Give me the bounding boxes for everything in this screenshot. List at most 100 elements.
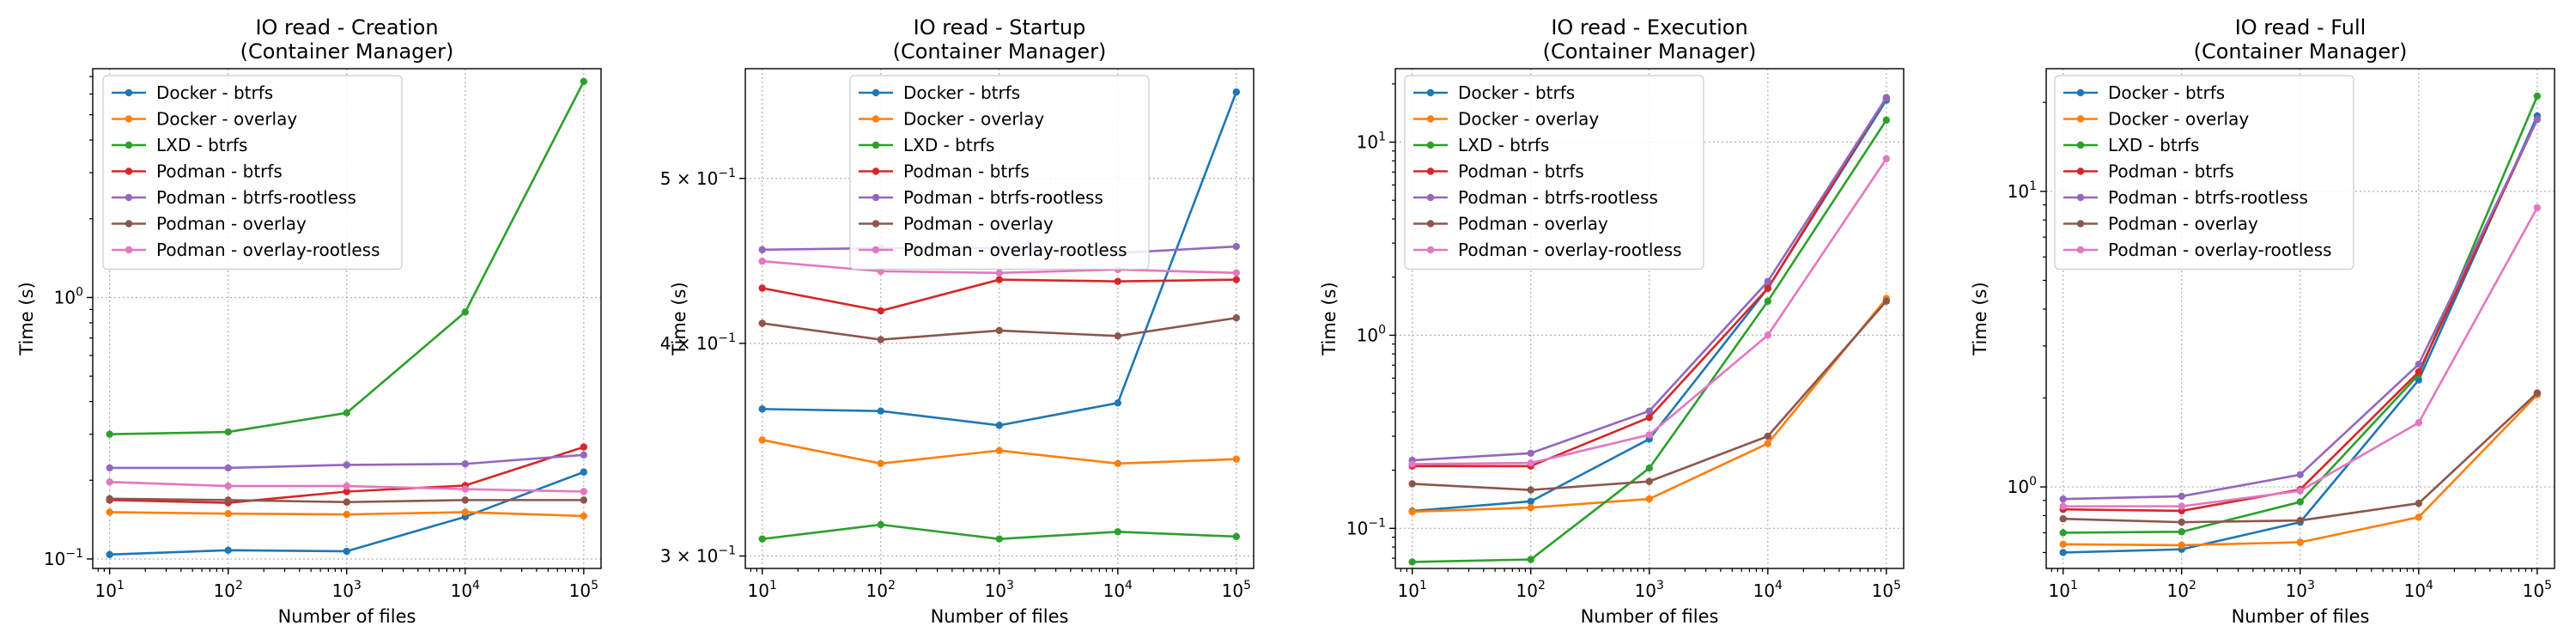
series-5 — [1408, 94, 1891, 465]
series-1 — [758, 88, 1241, 429]
y-tick-label-base: 10 — [1357, 132, 1378, 153]
y-tick-label-exponent: 0 — [1378, 323, 1386, 337]
x-tick-label: 101 — [1398, 579, 1427, 601]
legend-entry: Podman - overlay — [1458, 214, 1608, 234]
data-point — [995, 326, 1003, 335]
x-tick-label-base: 10 — [451, 580, 472, 601]
legend-box — [102, 75, 403, 270]
legend-swatch-marker — [2076, 88, 2085, 97]
series-3 — [1408, 116, 1891, 566]
data-point — [1764, 331, 1771, 339]
legend-swatch-marker — [1426, 220, 1435, 228]
chart-title: IO read - Startup — [914, 15, 1086, 39]
series-3 — [758, 520, 1241, 543]
x-tick-label: 105 — [1872, 579, 1901, 601]
legend-entry: LXD - btrfs — [903, 135, 994, 155]
legend-swatch-marker — [125, 167, 133, 175]
x-tick-label-base: 10 — [2049, 580, 2070, 601]
data-point — [2178, 541, 2185, 550]
data-point — [106, 464, 113, 472]
y-tick-label-base: 5 × 10 — [660, 168, 719, 189]
legend-swatch-marker — [1426, 115, 1435, 123]
x-axis-label: Number of files — [278, 606, 416, 627]
x-tick-label-base: 10 — [1635, 580, 1656, 601]
x-tick-label-base: 10 — [2404, 580, 2426, 601]
plot-frame — [2045, 68, 2555, 569]
legend-entry: Docker - btrfs — [903, 82, 1020, 103]
legend-swatch-marker — [872, 220, 880, 228]
series-6 — [1408, 297, 1891, 494]
x-tick-label-base: 10 — [332, 580, 354, 601]
y-axis-label: Time (s) — [1970, 282, 1990, 355]
data-point — [1882, 94, 1891, 101]
data-point — [758, 246, 766, 254]
x-tick-label-exponent: 4 — [1775, 579, 1783, 592]
legend-entry: Podman - btrfs — [903, 161, 1030, 182]
x-tick-label-base: 10 — [2167, 580, 2189, 601]
chart-subtitle: (Container Manager) — [240, 39, 454, 64]
y-tick-label-base: 10 — [1357, 325, 1378, 345]
y-tick-label-base: 10 — [2008, 181, 2029, 202]
legend: Docker - btrfs Docker - overlay LXD - btrf… — [102, 75, 403, 270]
plot-frame — [1394, 68, 1905, 569]
data-point — [2296, 516, 2304, 525]
chart-panel-1: IO read - Creation(Container Manager)101… — [16, 15, 602, 627]
x-tick-label-base: 10 — [2523, 580, 2544, 601]
legend: Docker - btrfs Docker - overlay LXD - btrf… — [2054, 75, 2354, 270]
data-point — [224, 464, 232, 472]
x-tick-label-base: 10 — [1222, 580, 1243, 601]
data-point — [758, 535, 766, 543]
data-point — [758, 258, 766, 265]
x-tick-label-exponent: 2 — [2189, 579, 2196, 592]
data-point — [1764, 440, 1771, 447]
data-point — [580, 468, 588, 476]
data-point — [580, 77, 588, 86]
series-4 — [758, 276, 1241, 315]
y-tick-label: 100 — [54, 285, 83, 307]
chart-panel-2: IO read - Startup(Container Manager)101 1… — [660, 15, 1255, 627]
data-point — [106, 495, 113, 502]
y-tick-label-exponent: −1 — [718, 331, 736, 345]
data-point — [2178, 518, 2185, 526]
y-tick-label-base: 10 — [1346, 518, 1368, 538]
data-point — [343, 488, 350, 495]
y-tick-label: 100 — [2008, 475, 2037, 497]
y-axis-label: Time (s) — [16, 282, 37, 355]
data-point — [580, 488, 588, 495]
data-point — [2059, 495, 2067, 503]
legend-entry: Docker - overlay — [2108, 109, 2249, 130]
data-point — [224, 482, 232, 490]
x-tick-label: 104 — [1753, 579, 1783, 601]
data-point — [1645, 495, 1653, 503]
legend-entry: Podman - btrfs — [156, 161, 283, 182]
x-tick-label: 102 — [2167, 579, 2196, 601]
legend: Docker - btrfs Docker - overlay LXD - btrf… — [1404, 75, 1704, 270]
data-point — [224, 546, 232, 554]
legend-box — [2054, 75, 2354, 270]
y-tick-label-base: 4 × 10 — [660, 333, 719, 354]
data-point — [2533, 92, 2542, 100]
data-point — [106, 550, 113, 558]
legend-swatch-marker — [872, 167, 880, 175]
x-tick-label-base: 10 — [1103, 580, 1125, 601]
x-tick-label: 104 — [451, 579, 480, 601]
data-point — [580, 451, 588, 459]
legend-box — [1404, 75, 1704, 270]
data-point — [343, 461, 350, 469]
data-point — [461, 460, 469, 468]
data-point — [580, 496, 588, 504]
y-tick-label: 3 × 10−1 — [660, 544, 736, 567]
chart-title: IO read - Full — [2235, 15, 2366, 39]
data-point — [758, 319, 766, 327]
data-point — [995, 535, 1003, 543]
legend-entry: Podman - btrfs — [1458, 161, 1584, 182]
legend-entry: Docker - overlay — [1458, 109, 1599, 130]
data-point — [1645, 407, 1653, 415]
y-tick-label: 101 — [1357, 131, 1386, 153]
data-point — [2296, 471, 2304, 479]
series-5 — [106, 451, 588, 472]
data-point — [1408, 507, 1416, 516]
x-tick-label-exponent: 1 — [117, 579, 125, 592]
data-point — [1527, 556, 1534, 563]
legend-swatch-marker — [872, 88, 880, 97]
